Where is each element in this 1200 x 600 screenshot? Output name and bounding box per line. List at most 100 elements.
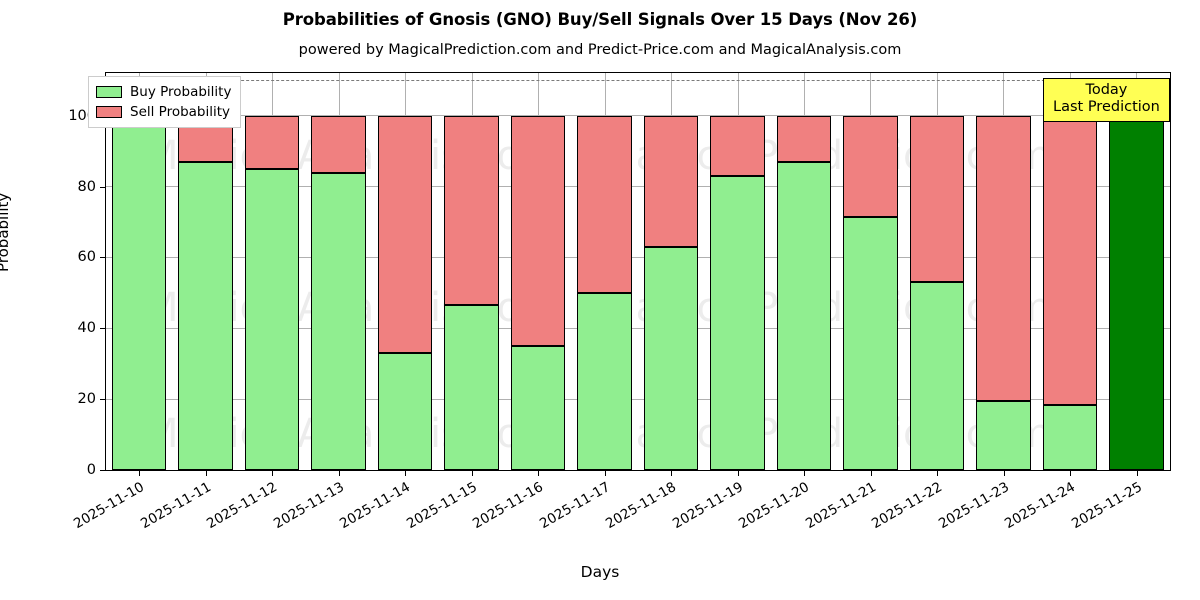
bar-group[interactable] <box>444 73 499 470</box>
today-annotation: Today Last Prediction <box>1043 78 1170 123</box>
bar-segment-buy[interactable] <box>710 176 765 470</box>
x-axis-tick-mark <box>1070 471 1072 476</box>
bar-group[interactable] <box>909 73 965 470</box>
bar-group[interactable] <box>377 73 433 470</box>
bar-segment-sell[interactable] <box>1042 115 1098 405</box>
bar-group[interactable] <box>1042 73 1098 470</box>
bar-group[interactable] <box>710 73 765 470</box>
plot-area: MagicalAnalysis.comMagicalPrediction.com… <box>105 72 1171 471</box>
bar-segment-buy[interactable] <box>510 346 566 470</box>
bar-group[interactable] <box>843 73 898 470</box>
chart-legend: Buy Probability Sell Probability <box>88 76 242 128</box>
chart-subtitle: powered by MagicalPrediction.com and Pre… <box>298 42 902 58</box>
bar-group[interactable] <box>776 73 832 470</box>
x-axis-tick-mark <box>870 471 872 476</box>
bar-segment-today[interactable] <box>1109 115 1164 470</box>
y-axis-tick-mark <box>100 328 105 330</box>
x-axis-tick-label: 2025-11-16 <box>470 479 547 533</box>
y-axis-tick-label: 40 <box>77 320 96 337</box>
legend-swatch-icon <box>96 106 122 118</box>
chart-title: Probabilities of Gnosis (GNO) Buy/Sell S… <box>282 10 918 29</box>
bar-group[interactable] <box>178 73 233 470</box>
bar-segment-buy[interactable] <box>178 161 233 470</box>
y-axis-tick-label: 0 <box>86 461 96 478</box>
bar-group[interactable] <box>111 73 167 470</box>
x-axis-tick-label: 2025-11-18 <box>603 479 680 533</box>
bar-segment-buy[interactable] <box>377 353 433 470</box>
y-axis-tick-label: 60 <box>77 249 96 266</box>
bar-segment-buy[interactable] <box>244 169 300 470</box>
bars-layer <box>106 73 1170 470</box>
y-axis-tick-label: 20 <box>77 390 96 407</box>
bar-segment-buy[interactable] <box>1042 404 1098 470</box>
gridline-horizontal <box>106 115 1170 117</box>
gridline-horizontal <box>106 398 1170 400</box>
bar-segment-buy[interactable] <box>976 400 1031 470</box>
bar-group[interactable] <box>311 73 366 470</box>
x-axis-tick-label: 2025-11-14 <box>337 479 414 533</box>
x-axis-tick-mark <box>1136 471 1138 476</box>
x-axis-tick-mark <box>671 471 673 476</box>
x-axis-tick-mark <box>139 471 141 476</box>
bar-group[interactable] <box>577 73 632 470</box>
bar-segment-sell[interactable] <box>244 115 300 170</box>
plot-inner: MagicalAnalysis.comMagicalPrediction.com… <box>106 73 1170 470</box>
y-axis-tick-mark <box>100 398 105 400</box>
x-axis-tick-label: 2025-11-20 <box>736 479 813 533</box>
x-axis-tick-label: 2025-11-10 <box>71 479 148 533</box>
x-axis-tick-mark <box>604 471 606 476</box>
bar-segment-buy[interactable] <box>311 172 366 470</box>
x-axis-tick-label: 2025-11-24 <box>1002 479 1079 533</box>
x-axis-tick-mark <box>538 471 540 476</box>
x-axis-tick-mark <box>338 471 340 476</box>
x-axis-tick-mark <box>804 471 806 476</box>
gridline-horizontal <box>106 327 1170 329</box>
bar-segment-sell[interactable] <box>377 115 433 354</box>
x-axis-tick-mark <box>737 471 739 476</box>
bar-segment-sell[interactable] <box>976 115 1031 401</box>
bar-segment-sell[interactable] <box>311 115 366 173</box>
bar-group[interactable] <box>1109 73 1164 470</box>
legend-item: Buy Probability <box>96 82 231 102</box>
x-axis-tick-mark <box>405 471 407 476</box>
x-axis-label: Days <box>580 563 620 581</box>
x-axis-tick-mark <box>272 471 274 476</box>
x-axis-tick-label: 2025-11-22 <box>869 479 946 533</box>
x-axis-tick-mark <box>937 471 939 476</box>
today-annotation-line1: Today <box>1085 82 1128 98</box>
bar-segment-sell[interactable] <box>577 115 632 293</box>
y-axis-tick-mark <box>100 257 105 259</box>
bar-segment-sell[interactable] <box>776 115 832 162</box>
bar-segment-sell[interactable] <box>843 115 898 217</box>
today-annotation-line2: Last Prediction <box>1053 99 1160 116</box>
bar-segment-buy[interactable] <box>776 161 832 470</box>
bar-segment-buy[interactable] <box>111 115 167 470</box>
y-axis-tick-mark <box>100 186 105 188</box>
bar-group[interactable] <box>643 73 699 470</box>
bar-segment-sell[interactable] <box>909 115 965 283</box>
bar-group[interactable] <box>976 73 1031 470</box>
x-axis-tick-label: 2025-11-12 <box>204 479 281 533</box>
bar-segment-buy[interactable] <box>577 292 632 470</box>
gridline-horizontal <box>106 186 1170 188</box>
x-axis-tick-label: 2025-11-25 <box>1068 479 1145 533</box>
bar-group[interactable] <box>510 73 566 470</box>
x-axis-tick-mark <box>205 471 207 476</box>
y-axis-tick-label: 80 <box>77 178 96 195</box>
bar-segment-sell[interactable] <box>710 115 765 177</box>
bar-group[interactable] <box>244 73 300 470</box>
x-axis-tick-mark <box>471 471 473 476</box>
bar-segment-buy[interactable] <box>643 246 699 470</box>
legend-swatch-icon <box>96 86 122 98</box>
bar-segment-sell[interactable] <box>643 115 699 247</box>
bar-segment-buy[interactable] <box>909 282 965 470</box>
legend-label: Sell Probability <box>130 104 231 120</box>
y-axis-tick-mark <box>100 469 105 471</box>
bar-segment-sell[interactable] <box>510 115 566 347</box>
bar-segment-buy[interactable] <box>843 216 898 470</box>
bar-segment-buy[interactable] <box>444 305 499 470</box>
bar-segment-sell[interactable] <box>444 115 499 306</box>
legend-item: Sell Probability <box>96 102 231 122</box>
legend-label: Buy Probability <box>130 84 232 100</box>
